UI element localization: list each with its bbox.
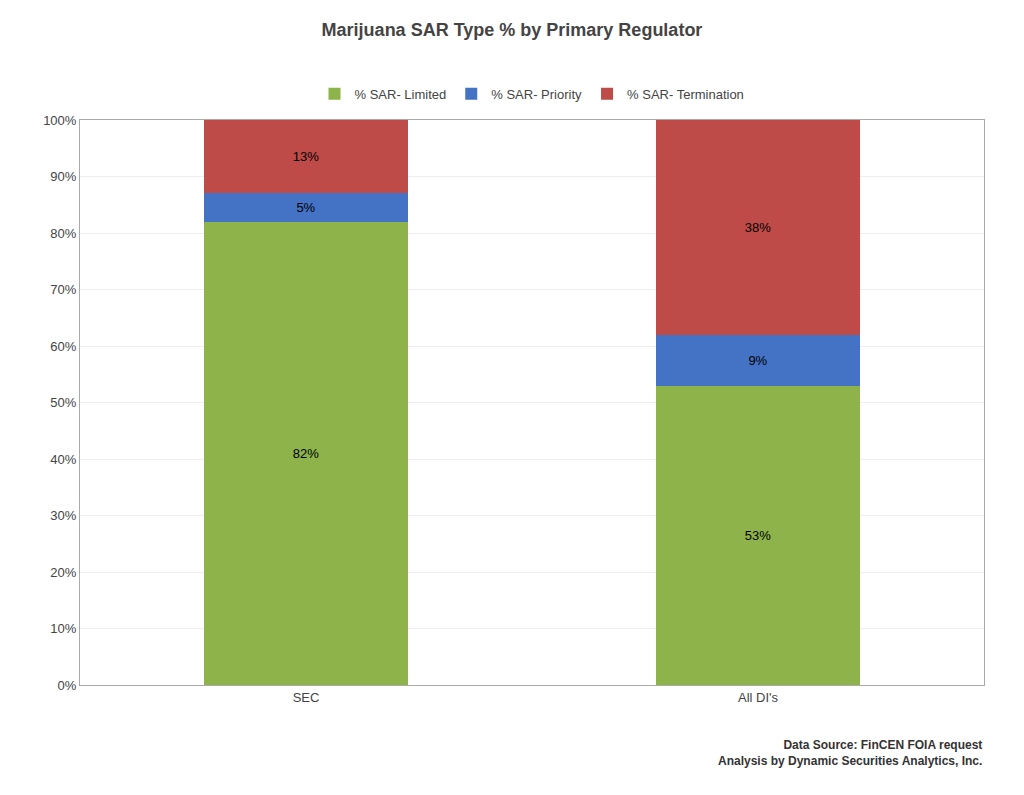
svg-text:% SAR- Limited: % SAR- Limited — [355, 87, 447, 102]
svg-text:82%: 82% — [293, 446, 319, 461]
svg-text:70%: 70% — [50, 282, 76, 297]
svg-text:SEC: SEC — [293, 690, 320, 705]
svg-text:0%: 0% — [58, 678, 77, 693]
svg-text:90%: 90% — [50, 169, 76, 184]
svg-text:10%: 10% — [50, 621, 76, 636]
svg-text:% SAR- Termination: % SAR- Termination — [627, 87, 744, 102]
svg-text:40%: 40% — [50, 452, 76, 467]
svg-text:80%: 80% — [50, 226, 76, 241]
svg-text:13%: 13% — [293, 149, 319, 164]
svg-text:20%: 20% — [50, 565, 76, 580]
svg-text:50%: 50% — [50, 395, 76, 410]
svg-text:53%: 53% — [745, 528, 771, 543]
svg-text:100%: 100% — [43, 113, 77, 128]
svg-text:Marijuana SAR Type % by Primar: Marijuana SAR Type % by Primary Regulato… — [322, 20, 703, 40]
svg-text:5%: 5% — [296, 200, 315, 215]
svg-text:% SAR- Priority: % SAR- Priority — [491, 87, 582, 102]
svg-text:30%: 30% — [50, 508, 76, 523]
svg-text:Data Source: FinCEN FOIA reque: Data Source: FinCEN FOIA requestAnalysis… — [718, 738, 982, 768]
svg-text:9%: 9% — [748, 353, 767, 368]
svg-text:38%: 38% — [745, 220, 771, 235]
svg-text:All DI's: All DI's — [738, 690, 779, 705]
svg-text:60%: 60% — [50, 339, 76, 354]
